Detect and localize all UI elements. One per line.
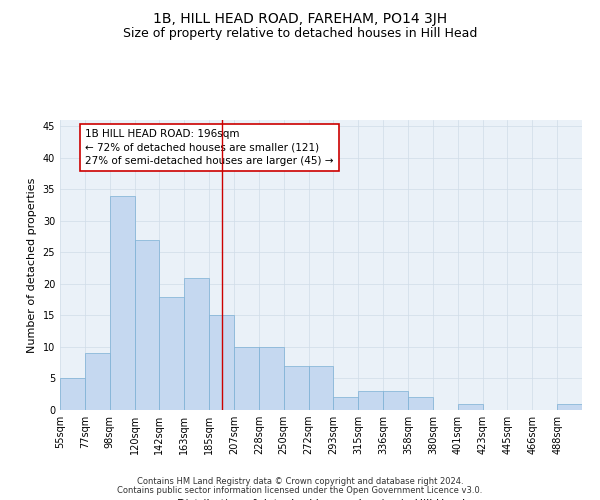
- Bar: [358, 391, 383, 410]
- Text: 1B, HILL HEAD ROAD, FAREHAM, PO14 3JH: 1B, HILL HEAD ROAD, FAREHAM, PO14 3JH: [153, 12, 447, 26]
- Bar: [259, 347, 284, 410]
- Bar: [234, 347, 259, 410]
- Bar: [60, 378, 85, 410]
- X-axis label: Distribution of detached houses by size in Hill Head: Distribution of detached houses by size …: [177, 499, 465, 500]
- Text: Size of property relative to detached houses in Hill Head: Size of property relative to detached ho…: [123, 28, 477, 40]
- Bar: [557, 404, 582, 410]
- Y-axis label: Number of detached properties: Number of detached properties: [27, 178, 37, 352]
- Bar: [184, 278, 209, 410]
- Bar: [85, 354, 110, 410]
- Text: 1B HILL HEAD ROAD: 196sqm
← 72% of detached houses are smaller (121)
27% of semi: 1B HILL HEAD ROAD: 196sqm ← 72% of detac…: [85, 130, 334, 166]
- Bar: [110, 196, 134, 410]
- Bar: [134, 240, 160, 410]
- Bar: [284, 366, 308, 410]
- Bar: [209, 316, 234, 410]
- Bar: [458, 404, 482, 410]
- Text: Contains public sector information licensed under the Open Government Licence v3: Contains public sector information licen…: [118, 486, 482, 495]
- Bar: [334, 398, 358, 410]
- Text: Contains HM Land Registry data © Crown copyright and database right 2024.: Contains HM Land Registry data © Crown c…: [137, 477, 463, 486]
- Bar: [160, 296, 184, 410]
- Bar: [308, 366, 334, 410]
- Bar: [383, 391, 408, 410]
- Bar: [408, 398, 433, 410]
